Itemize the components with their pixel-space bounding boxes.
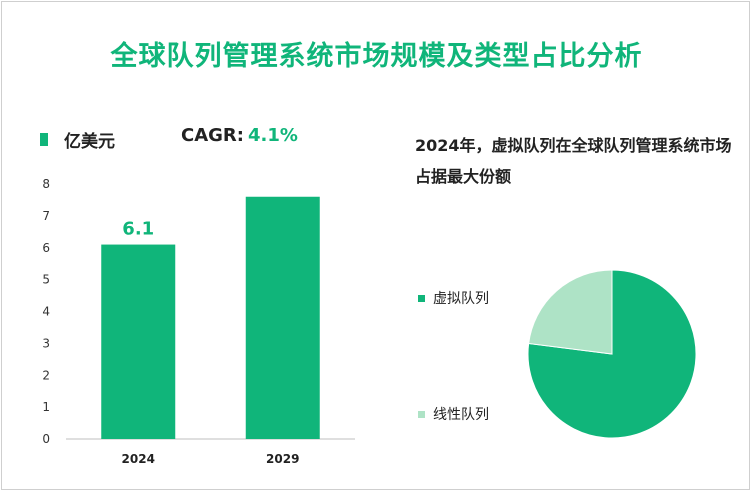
pie-chart-title: 2024年，虚拟队列在全球队列管理系统市场占据最大份额 <box>415 136 732 186</box>
page-title: 全球队列管理系统市场规模及类型占比分析 <box>110 41 643 72</box>
pie-legend-swatch-linear <box>418 410 425 418</box>
x-tick-label: 2029 <box>266 452 299 466</box>
y-tick-label: 0 <box>42 432 50 446</box>
y-tick-label: 1 <box>42 400 50 414</box>
bar-legend: 亿美元 <box>40 127 115 152</box>
pie-legend-swatch-virtual <box>418 294 425 302</box>
y-tick-label: 8 <box>42 177 50 191</box>
cagr-value: 4.1% <box>247 125 298 146</box>
bar-legend-swatch <box>40 133 48 146</box>
bar-2029 <box>245 196 320 439</box>
cagr-text: CAGR: 4.1% <box>181 125 298 146</box>
pie-legend-item-virtual: 虚拟队列 <box>418 288 489 308</box>
y-tick-label: 7 <box>42 209 50 223</box>
bar-2024 <box>101 244 176 439</box>
y-tick-label: 6 <box>42 241 50 255</box>
x-tick-label: 2024 <box>122 452 155 466</box>
cagr-label: CAGR: <box>181 125 244 146</box>
bar-chart: 0 1 2 3 4 5 6 7 8 2024 6.1 2029 <box>42 177 355 466</box>
y-tick-label: 4 <box>42 305 50 319</box>
pie-slice-linear <box>528 269 613 355</box>
pie-legend-item-linear: 线性队列 <box>418 404 489 424</box>
pie-chart <box>527 269 697 439</box>
pie-legend-label-linear: 线性队列 <box>433 407 489 423</box>
pie-legend-label-virtual: 虚拟队列 <box>433 291 489 307</box>
y-tick-label: 2 <box>42 368 50 382</box>
y-tick-label: 3 <box>42 336 50 350</box>
y-tick-label: 5 <box>42 273 50 287</box>
bar-legend-label: 亿美元 <box>64 132 115 152</box>
data-label-2024: 6.1 <box>122 219 154 240</box>
